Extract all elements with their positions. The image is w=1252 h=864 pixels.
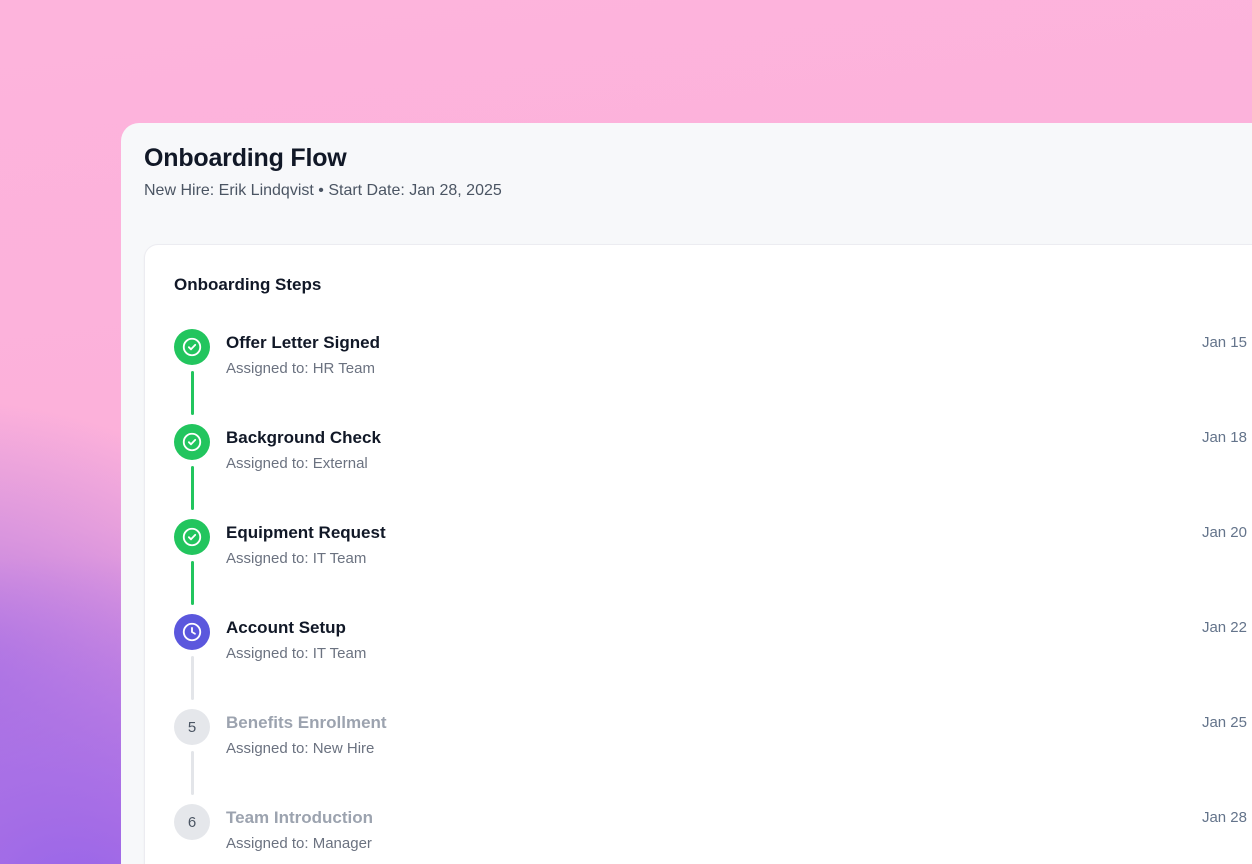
check-circle-icon [182, 337, 202, 357]
step-date: Jan 22 [1201, 619, 1247, 636]
check-circle-icon [182, 527, 202, 547]
step-title: Benefits Enrollment [226, 713, 387, 732]
step-row: 1 Offer Letter Signed Assigned to: HR Te… [174, 329, 1248, 424]
step-row: 3 Equipment Request Assigned to: IT Team… [174, 519, 1248, 614]
step-status-badge: 1 [174, 329, 210, 365]
step-title: Equipment Request [226, 523, 386, 542]
step-number: 5 [187, 718, 197, 736]
steps-list: 1 Offer Letter Signed Assigned to: HR Te… [174, 329, 1248, 864]
step-title: Team Introduction [226, 808, 374, 827]
step-text: Benefits Enrollment Assigned to: New Hir… [226, 709, 387, 759]
step-assignee: Assigned to: Manager [226, 835, 372, 852]
clock-icon [182, 622, 202, 642]
step-text: Team Introduction Assigned to: Manager [226, 804, 373, 854]
step-date: Jan 25 [1201, 714, 1247, 731]
step-status-column: 2 [174, 424, 210, 510]
step-assignee: Assigned to: New Hire [226, 740, 375, 757]
step-title: Offer Letter Signed [226, 333, 380, 352]
connector-line [190, 561, 194, 605]
step-text: Background Check Assigned to: External [226, 424, 381, 474]
onboarding-steps-card: Onboarding Steps 1 Offer Letter Signed A… [144, 244, 1252, 864]
step-date: Jan 28 [1201, 809, 1247, 826]
card-header: Onboarding Steps [174, 275, 322, 294]
step-number: 6 [187, 813, 197, 831]
connector-line [190, 656, 194, 700]
step-row: 5 Benefits Enrollment Assigned to: New H… [174, 709, 1248, 804]
step-row: 2 Background Check Assigned to: External… [174, 424, 1248, 519]
step-status-column: 3 [174, 519, 210, 605]
step-status-badge: 2 [174, 424, 210, 460]
step-text: Offer Letter Signed Assigned to: HR Team [226, 329, 380, 379]
step-text: Equipment Request Assigned to: IT Team [226, 519, 386, 569]
step-assignee: Assigned to: External [226, 455, 368, 472]
step-status-badge: 6 [174, 804, 210, 840]
step-date: Jan 20 [1201, 524, 1247, 541]
step-status-badge: 3 [174, 519, 210, 555]
step-date: Jan 18 [1201, 429, 1247, 446]
onboarding-panel: Onboarding Flow New Hire: Erik Lindqvist… [121, 123, 1252, 864]
step-status-column: 6 [174, 804, 210, 840]
connector-line [190, 466, 194, 510]
step-status-column: 4 [174, 614, 210, 700]
step-status-column: 5 [174, 709, 210, 795]
connector-line [190, 371, 194, 415]
step-row: 6 Team Introduction Assigned to: Manager… [174, 804, 1248, 864]
connector-line [190, 751, 194, 795]
step-title: Account Setup [226, 618, 346, 637]
page-subtitle: New Hire: Erik Lindqvist • Start Date: J… [144, 182, 502, 199]
step-title: Background Check [226, 428, 381, 447]
page-title: Onboarding Flow [144, 144, 347, 172]
step-row: 4 Account Setup Assigned to: IT Team Jan… [174, 614, 1248, 709]
step-date: Jan 15 [1201, 334, 1247, 351]
step-assignee: Assigned to: IT Team [226, 645, 367, 662]
step-status-badge: 5 [174, 709, 210, 745]
step-status-column: 1 [174, 329, 210, 415]
check-circle-icon [182, 432, 202, 452]
step-assignee: Assigned to: HR Team [226, 360, 375, 377]
step-text: Account Setup Assigned to: IT Team [226, 614, 366, 664]
step-status-badge: 4 [174, 614, 210, 650]
step-assignee: Assigned to: IT Team [226, 550, 367, 567]
